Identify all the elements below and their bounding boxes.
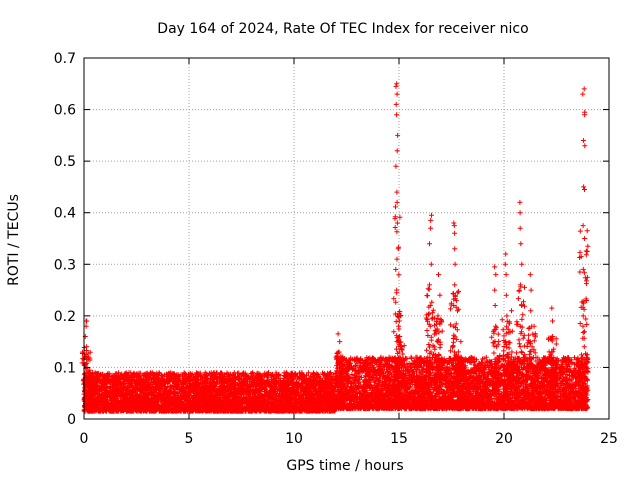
axis-ticks: 0 5 10 15 20 25 0 0.1 0.2 0.3 0.4 0.5 0.6 0.7 bbox=[54, 51, 618, 447]
y-tick-label: 0.3 bbox=[54, 257, 76, 273]
x-tick-label: 10 bbox=[285, 431, 303, 447]
x-tick-label: 15 bbox=[390, 431, 408, 447]
y-tick-label: 0.4 bbox=[54, 206, 76, 222]
y-tick-label: 0.7 bbox=[54, 51, 76, 67]
chart-title: Day 164 of 2024, Rate Of TEC Index for r… bbox=[157, 21, 528, 37]
roti-markers bbox=[79, 81, 591, 414]
y-tick-label: 0.1 bbox=[54, 360, 76, 376]
x-tick-label: 25 bbox=[600, 431, 618, 447]
data-points bbox=[79, 81, 591, 414]
y-tick-label: 0 bbox=[67, 412, 76, 428]
x-tick-label: 0 bbox=[80, 431, 89, 447]
y-tick-label: 0.6 bbox=[54, 103, 76, 119]
x-tick-label: 5 bbox=[185, 431, 194, 447]
plot-frame bbox=[83, 57, 610, 420]
grid bbox=[84, 58, 609, 419]
y-tick-label: 0.2 bbox=[54, 309, 76, 325]
y-axis-label: ROTI / TECUs bbox=[6, 194, 22, 286]
y-tick-label: 0.5 bbox=[54, 154, 76, 170]
x-tick-label: 20 bbox=[495, 431, 513, 447]
x-axis-label: GPS time / hours bbox=[286, 458, 403, 474]
